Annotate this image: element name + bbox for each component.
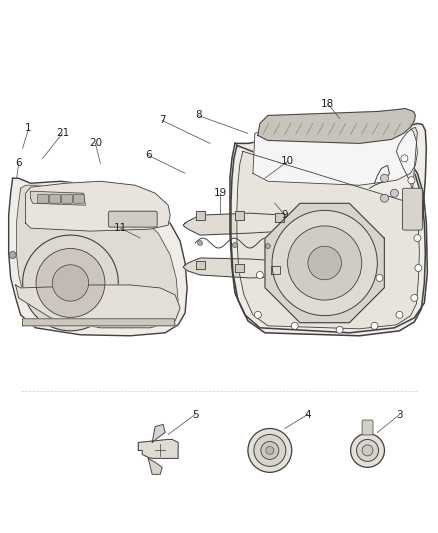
Circle shape <box>288 226 362 300</box>
Polygon shape <box>236 211 244 220</box>
Circle shape <box>390 189 399 197</box>
Text: 20: 20 <box>89 139 102 148</box>
FancyBboxPatch shape <box>38 194 49 203</box>
Circle shape <box>308 246 341 280</box>
Circle shape <box>9 252 16 259</box>
Text: 4: 4 <box>304 409 311 419</box>
Polygon shape <box>231 124 426 336</box>
Text: 6: 6 <box>145 150 152 160</box>
FancyBboxPatch shape <box>74 194 85 203</box>
Polygon shape <box>25 181 170 231</box>
Text: 1: 1 <box>25 124 32 133</box>
Text: 11: 11 <box>114 223 127 233</box>
Polygon shape <box>230 140 427 333</box>
FancyBboxPatch shape <box>49 194 60 203</box>
Circle shape <box>362 445 373 456</box>
Polygon shape <box>265 203 384 322</box>
Text: 21: 21 <box>56 128 69 139</box>
Circle shape <box>336 326 343 333</box>
FancyBboxPatch shape <box>362 420 373 435</box>
Circle shape <box>396 311 403 318</box>
Circle shape <box>357 439 378 462</box>
FancyBboxPatch shape <box>108 211 157 227</box>
Text: 9: 9 <box>282 210 288 220</box>
Circle shape <box>23 235 118 331</box>
Text: 5: 5 <box>192 409 198 419</box>
Circle shape <box>410 205 417 212</box>
FancyBboxPatch shape <box>403 188 422 230</box>
Circle shape <box>371 322 378 329</box>
Circle shape <box>346 277 353 284</box>
Polygon shape <box>271 265 280 274</box>
Text: 3: 3 <box>396 409 403 419</box>
Circle shape <box>261 441 279 459</box>
Circle shape <box>233 243 237 247</box>
Text: 6: 6 <box>15 158 22 168</box>
Circle shape <box>291 322 298 329</box>
Polygon shape <box>148 458 162 474</box>
Circle shape <box>415 264 422 271</box>
Text: 19: 19 <box>213 188 226 198</box>
Polygon shape <box>23 319 175 326</box>
Polygon shape <box>236 263 244 272</box>
FancyBboxPatch shape <box>61 194 72 203</box>
Polygon shape <box>138 439 178 458</box>
Circle shape <box>254 311 261 318</box>
Polygon shape <box>17 185 178 328</box>
Circle shape <box>272 211 377 316</box>
Circle shape <box>265 244 270 248</box>
Circle shape <box>414 235 421 241</box>
Polygon shape <box>31 191 85 205</box>
Circle shape <box>248 429 292 472</box>
Polygon shape <box>9 178 187 336</box>
Circle shape <box>408 177 415 184</box>
Circle shape <box>254 434 286 466</box>
Circle shape <box>401 155 408 162</box>
Polygon shape <box>258 109 415 143</box>
Text: 18: 18 <box>321 99 334 109</box>
Polygon shape <box>276 213 284 222</box>
Polygon shape <box>16 285 180 328</box>
Circle shape <box>52 265 88 301</box>
Text: 10: 10 <box>281 156 294 166</box>
Circle shape <box>376 274 383 281</box>
Circle shape <box>381 194 389 202</box>
Polygon shape <box>196 211 205 220</box>
Text: 7: 7 <box>159 116 166 125</box>
Text: 8: 8 <box>195 110 201 120</box>
Polygon shape <box>183 258 285 278</box>
Polygon shape <box>253 120 417 185</box>
Circle shape <box>381 174 389 182</box>
Circle shape <box>411 294 418 301</box>
Circle shape <box>198 240 202 246</box>
Circle shape <box>256 271 263 278</box>
Polygon shape <box>237 127 419 329</box>
Polygon shape <box>183 213 290 235</box>
Circle shape <box>266 447 274 455</box>
Polygon shape <box>152 424 165 442</box>
Polygon shape <box>196 261 205 270</box>
Circle shape <box>36 248 105 317</box>
Circle shape <box>350 433 385 467</box>
